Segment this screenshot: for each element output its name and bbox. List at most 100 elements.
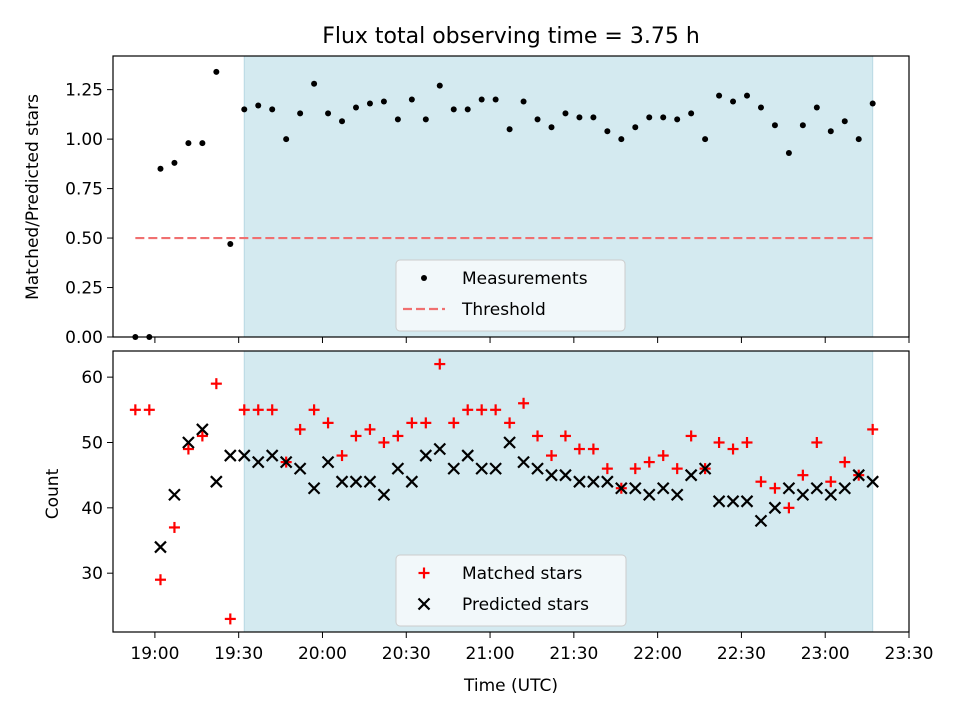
- matched-star-point: [196, 430, 208, 442]
- predicted-star-point: [335, 475, 349, 488]
- x-mark-b: [754, 514, 768, 528]
- x-mark-b: [391, 462, 405, 475]
- predicted-star-point: [545, 468, 558, 482]
- measurement-point: [688, 110, 695, 117]
- matched-star-point: [392, 430, 404, 442]
- x-mark-b: [210, 475, 223, 488]
- measurement-point: [213, 68, 220, 75]
- top-panel: 0.00 0.25 0.50 0.75 1.00 1.25 Measurements Thre…: [65, 55, 910, 348]
- x-mark-b: [237, 449, 251, 462]
- predicted-star-point: [559, 468, 572, 482]
- matched-star-point: [129, 404, 141, 416]
- measurement-point: [283, 136, 290, 143]
- measurement-point: [827, 128, 834, 135]
- matched-star-point: [406, 417, 418, 429]
- x-mark-b: [321, 455, 335, 469]
- predicted-star-point: [517, 455, 530, 469]
- matched-star-point: [587, 443, 599, 455]
- x-mark-b: [726, 495, 740, 508]
- predicted-star-point: [601, 475, 614, 488]
- matched-star-point: [741, 436, 753, 448]
- measurement-point: [297, 110, 304, 117]
- x-mark-b: [629, 481, 642, 495]
- measurement-point: [199, 140, 206, 147]
- x-mark-b: [782, 481, 796, 495]
- predicted-star-point: [377, 488, 391, 502]
- matched-star-point: [154, 574, 166, 586]
- matched-star-point: [434, 358, 446, 370]
- measurement-point: [380, 98, 387, 105]
- measurement-point: [576, 114, 583, 121]
- x-mark-b: [251, 455, 265, 469]
- x-tick-label: 20:00: [298, 644, 347, 664]
- matched-star-point: [266, 404, 278, 416]
- matched-star-point: [532, 430, 544, 442]
- measurement-point: [255, 102, 262, 109]
- matched-star-point: [713, 436, 725, 448]
- matched-star-point: [294, 423, 306, 435]
- matched-star-point: [811, 436, 823, 448]
- x-mark-b: [447, 462, 461, 475]
- measurement-point: [604, 128, 611, 135]
- x-tick-label: 21:30: [549, 644, 598, 664]
- top-y-tick-label: 0.25: [65, 279, 103, 299]
- measurement-point: [227, 240, 234, 247]
- predicted-star-point: [293, 462, 307, 475]
- legend-label: Measurements: [462, 269, 588, 289]
- predicted-star-point: [363, 475, 377, 488]
- predicted-star-point: [154, 540, 167, 554]
- predicted-star-point: [684, 468, 698, 482]
- matched-star-point: [573, 443, 585, 455]
- x-mark-b: [852, 468, 866, 482]
- measurement-point: [841, 118, 848, 125]
- measurement-point: [408, 96, 415, 103]
- top-y-tick-label: 0.00: [65, 328, 103, 348]
- matched-star-point: [350, 430, 362, 442]
- x-mark-b: [796, 488, 810, 502]
- predicted-star-point: [726, 495, 740, 508]
- matched-star-point: [629, 463, 641, 475]
- x-mark-b: [684, 468, 698, 482]
- x-mark-b: [587, 475, 600, 488]
- predicted-star-point: [810, 481, 824, 495]
- predicted-star-point: [852, 468, 866, 482]
- matched-star-point: [168, 521, 180, 533]
- bottom-y-axis-label: Count: [43, 468, 63, 519]
- legend-box: [395, 259, 626, 332]
- matched-star-point: [448, 417, 460, 429]
- matched-star-point: [252, 404, 264, 416]
- x-mark-b: [433, 442, 447, 456]
- measurement-point: [590, 114, 597, 121]
- predicted-star-point: [349, 475, 363, 488]
- measurement-point: [464, 106, 471, 113]
- matched-star-point: [143, 404, 155, 416]
- predicted-star-point: [587, 475, 600, 488]
- predicted-star-point: [279, 455, 293, 469]
- predicted-star-point: [768, 501, 782, 515]
- matched-star-point: [783, 502, 795, 514]
- matched-star-point: [462, 404, 474, 416]
- matched-star-point: [322, 417, 334, 429]
- top-y-axis-label: Matched/Predicted stars: [23, 94, 43, 300]
- x-mark-b: [461, 449, 474, 462]
- matched-star-point: [601, 463, 613, 475]
- top-y-tick-label: 0.75: [65, 180, 103, 200]
- matched-star-point: [518, 397, 530, 409]
- bottom-series-predicted-stars: [154, 423, 879, 554]
- x-mark-b: [712, 495, 726, 508]
- predicted-star-point: [615, 481, 628, 495]
- measurement-point: [492, 96, 499, 103]
- measurement-point: [632, 124, 639, 131]
- x-mark-b: [810, 481, 824, 495]
- predicted-star-point: [782, 481, 796, 495]
- matched-star-point: [476, 404, 488, 416]
- x-mark-b: [475, 462, 488, 475]
- matched-star-point: [727, 443, 739, 455]
- matched-star-point: [224, 613, 236, 625]
- top-y-tick-label: 1.00: [65, 130, 103, 150]
- x-mark-b: [517, 455, 530, 469]
- measurement-point: [520, 98, 527, 105]
- matched-star-point: [308, 404, 320, 416]
- measurement-point: [785, 149, 792, 156]
- x-mark-b: [615, 481, 628, 495]
